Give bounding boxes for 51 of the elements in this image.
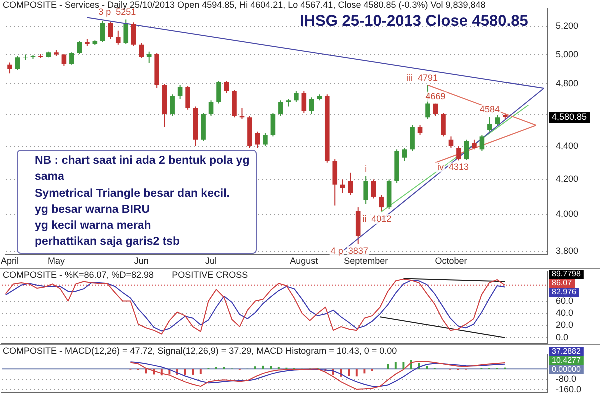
y-tick-label: 4,800 xyxy=(556,78,579,89)
annotation: yg besar warna BIRU xyxy=(35,202,152,218)
annotation: 4791 xyxy=(418,72,438,83)
annotation: 4012 xyxy=(372,214,392,224)
y-tick-label: 60.0 xyxy=(556,296,574,306)
y-tick-label: 4,400 xyxy=(556,140,579,151)
y-tick-label: 40.0 xyxy=(556,308,574,318)
text: 10.4277 xyxy=(552,356,582,366)
chart-title: IHSG 25-10-2013 Close 4580.85 xyxy=(300,13,528,31)
y-tick-label: 0.0 xyxy=(556,332,569,342)
y-tick-label: 3,800 xyxy=(556,246,579,256)
annotation: 4584 xyxy=(480,104,500,115)
annotation: 4 p xyxy=(330,246,344,256)
x-tick-label: September xyxy=(344,256,388,266)
annotation: Symetrical Triangle besar dan kecil. xyxy=(35,186,231,202)
chart-subtitle: COMPOSITE - Services - Daily 25/10/2013 Open 4594.85, Hi 4604.21, Lo 4567.41, Close 4580.85 (-0.3%) Vol 9,839,848 xyxy=(3,0,486,10)
annotation: NB : chart saat ini ada 2 bentuk pola yg xyxy=(35,154,251,169)
text: 82.976 xyxy=(552,288,578,297)
text: 86.07 xyxy=(552,278,573,288)
annotation: 3837 xyxy=(348,246,368,256)
text: 37.2882 xyxy=(552,347,582,356)
annotation: perhattikan saja garis2 tsb xyxy=(35,235,182,250)
y-tick-label: 5,200 xyxy=(556,21,579,32)
chart-title: COMPOSITE - %K=86.07, %D=82.98 xyxy=(3,270,154,280)
annotation: 5251 xyxy=(116,7,136,18)
annotation: 3 p xyxy=(98,7,112,18)
annotation: sama xyxy=(35,170,66,186)
annotation: iv xyxy=(437,162,444,172)
x-tick-label: April xyxy=(1,256,20,266)
y-tick-label: -80.0 xyxy=(556,374,577,384)
annotation: POSITIVE CROSS xyxy=(172,270,248,280)
annotation: iii xyxy=(407,72,414,83)
annotation: yg kecil warna merah xyxy=(35,219,152,234)
y-tick-label: -160.0 xyxy=(556,384,582,393)
x-tick-label: Jun xyxy=(134,256,149,266)
y-tick-label: 4,200 xyxy=(556,174,579,184)
x-tick-label: May xyxy=(48,256,66,266)
text: 0.00000 xyxy=(552,365,582,374)
annotation: 4313 xyxy=(448,162,469,172)
x-tick-label: October xyxy=(435,256,468,266)
y-tick-label: 4,000 xyxy=(556,209,579,220)
chart-title: COMPOSITE - MACD(12,26) = 47.72, Signal(12,26,9) = 37.29, MACD Histogram = 10.43, 0 = 0.00 xyxy=(3,346,398,356)
text: 89.7798 xyxy=(552,270,582,279)
x-tick-label: August xyxy=(290,256,319,266)
y-tick-label: 20.0 xyxy=(556,320,574,330)
annotation: i xyxy=(365,164,368,174)
annotation: 4669 xyxy=(426,91,446,102)
y-tick-label: 4,580.85 xyxy=(552,112,588,122)
y-tick-label: 5,000 xyxy=(556,49,579,60)
annotation: ii xyxy=(362,214,367,224)
x-tick-label: Jul xyxy=(206,256,218,266)
